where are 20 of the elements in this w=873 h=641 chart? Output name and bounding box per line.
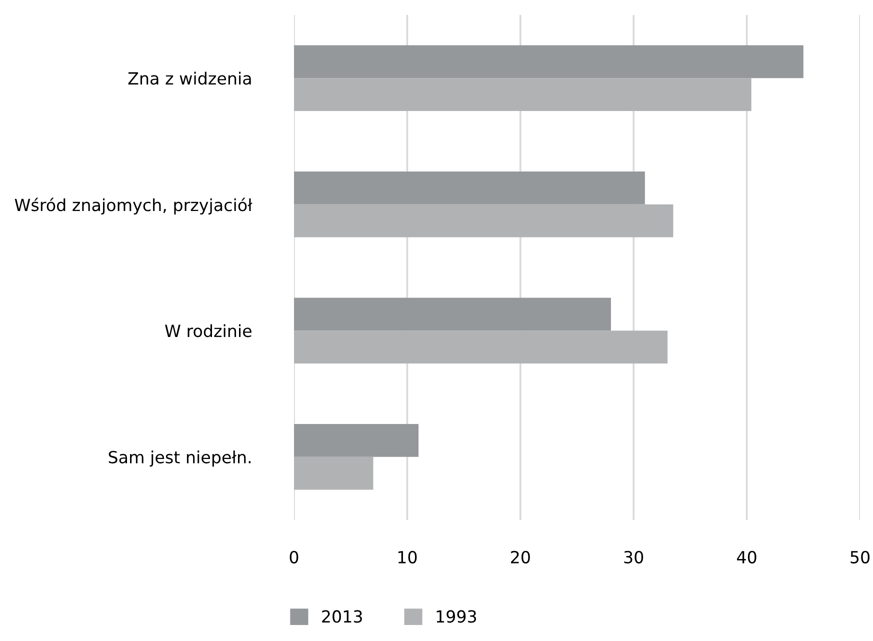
- y-tick-label: Wśród znajomych, przyjaciół: [14, 198, 252, 215]
- y-tick-label: Zna z widzenia: [128, 72, 251, 85]
- x-tick-label: 10: [398, 550, 417, 564]
- bar: [294, 298, 611, 331]
- bar: [294, 204, 674, 238]
- bar: [294, 456, 374, 490]
- x-tick-label: 20: [511, 550, 530, 564]
- y-tick-label: W rodzinie: [165, 324, 252, 338]
- y-tick-label: Sam jest niepełn.: [108, 450, 251, 467]
- x-tick-label: 40: [737, 550, 756, 564]
- legend-label: 1993: [436, 610, 476, 623]
- x-tick-label: 50: [850, 550, 870, 564]
- bar: [294, 45, 804, 78]
- legend-label: 2013: [322, 610, 362, 623]
- bar: [294, 330, 668, 364]
- x-tick-label: 30: [624, 550, 644, 564]
- bar: [294, 172, 645, 204]
- bar: [294, 424, 419, 457]
- x-tick-label: 0: [290, 550, 298, 564]
- bar: [294, 78, 752, 111]
